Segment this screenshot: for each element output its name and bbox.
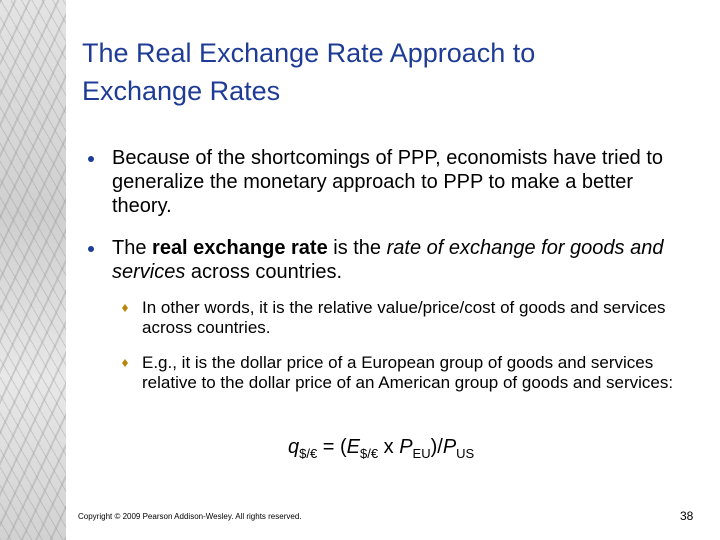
text-segment: x bbox=[378, 436, 400, 458]
sub-bullet: E.g., it is the dollar price of a Europe… bbox=[142, 353, 687, 393]
text-segment: real exchange rate bbox=[152, 237, 328, 259]
text-segment: rate of exchange for goods and services bbox=[112, 237, 664, 283]
text-segment: P bbox=[442, 436, 457, 458]
text-segment: P bbox=[399, 436, 413, 458]
text-segment: The bbox=[112, 237, 153, 259]
text-segment: EU bbox=[412, 446, 431, 461]
text-segment: US bbox=[456, 446, 475, 461]
text-segment: = ( bbox=[317, 436, 347, 458]
text-segment: across countries. bbox=[185, 261, 343, 283]
sub-bullet: In other words, it is the relative value… bbox=[142, 298, 687, 338]
text-segment: Because of the shortcomings of PPP, econ… bbox=[112, 147, 664, 217]
text-segment: q bbox=[288, 436, 300, 458]
slide-title: The Real Exchange Rate Approach to Excha… bbox=[82, 38, 536, 106]
text-segment: is the bbox=[327, 237, 387, 259]
text-segment: E bbox=[346, 436, 360, 458]
copyright: Copyright © 2009 Pearson Addison-Wesley.… bbox=[78, 512, 302, 521]
page-number: 38 bbox=[680, 509, 694, 523]
text-segment: )/ bbox=[430, 436, 443, 458]
marble-strip bbox=[0, 0, 66, 540]
diamond-marker bbox=[122, 304, 128, 312]
formula: q$/€ = (E$/€ x PEU)/PUS bbox=[288, 436, 474, 461]
text-segment: In other words, it is the relative value… bbox=[142, 298, 666, 337]
text-segment: $/€ bbox=[360, 446, 379, 461]
bullet: Because of the shortcomings of PPP, econ… bbox=[88, 146, 672, 218]
bullet: The real exchange rate is the rate of ex… bbox=[88, 236, 672, 284]
diamond-marker bbox=[122, 359, 128, 367]
text-segment: E.g., it is the dollar price of a Europe… bbox=[142, 353, 674, 392]
text-segment: $/€ bbox=[299, 446, 318, 461]
